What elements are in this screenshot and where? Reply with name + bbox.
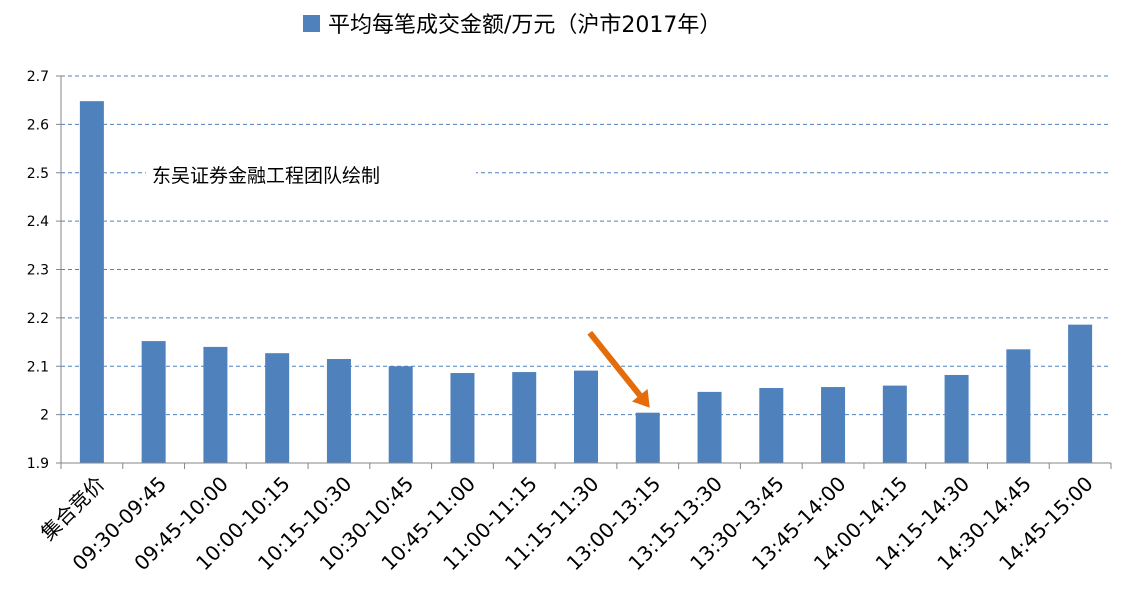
bar [265, 353, 290, 463]
annotation-text: 东吴证券金融工程团队绘制 [152, 165, 380, 187]
bar [882, 385, 907, 463]
bar [697, 391, 722, 463]
bar [388, 366, 413, 463]
bar [512, 372, 537, 463]
arrow-annotation [587, 330, 650, 408]
bar [79, 101, 104, 463]
y-tick-label: 1.9 [27, 456, 49, 472]
legend-label: 平均每笔成交金额/万元（沪市2017年） [328, 13, 721, 38]
bar [450, 373, 475, 463]
y-axis-ticks: 1.9 2 2.1 2.2 2.3 2.4 2.5 2.6 2.7 [27, 69, 61, 472]
y-tick-label: 2.4 [27, 214, 49, 230]
y-tick-label: 2.3 [27, 263, 49, 279]
y-tick-label: 2.1 [27, 359, 49, 375]
y-tick-label: 2.5 [27, 166, 49, 182]
legend-swatch [303, 15, 320, 32]
y-tick-label: 2.6 [27, 117, 49, 133]
bar [635, 412, 660, 463]
arrow-head [631, 388, 650, 408]
bar [574, 370, 598, 463]
axes [60, 76, 1111, 464]
bar [1068, 324, 1093, 463]
bar [944, 374, 969, 463]
y-tick-label: 2.2 [27, 311, 49, 327]
bar [141, 341, 166, 463]
arrow-shaft [587, 330, 643, 398]
legend: 平均每笔成交金额/万元（沪市2017年） [303, 13, 721, 38]
annotation-background [146, 158, 476, 190]
x-axis-ticks: 集合竞价09:30-09:4509:45-10:0010:00-10:1510:… [36, 463, 1112, 575]
y-tick-label: 2.7 [27, 69, 49, 85]
bar [759, 388, 784, 463]
bar [203, 346, 228, 463]
bar [821, 387, 846, 463]
bars [79, 101, 1093, 463]
bar [326, 358, 351, 463]
bar [1006, 349, 1031, 463]
annotation: 东吴证券金融工程团队绘制 [146, 158, 476, 190]
y-tick-label: 2 [40, 408, 49, 424]
